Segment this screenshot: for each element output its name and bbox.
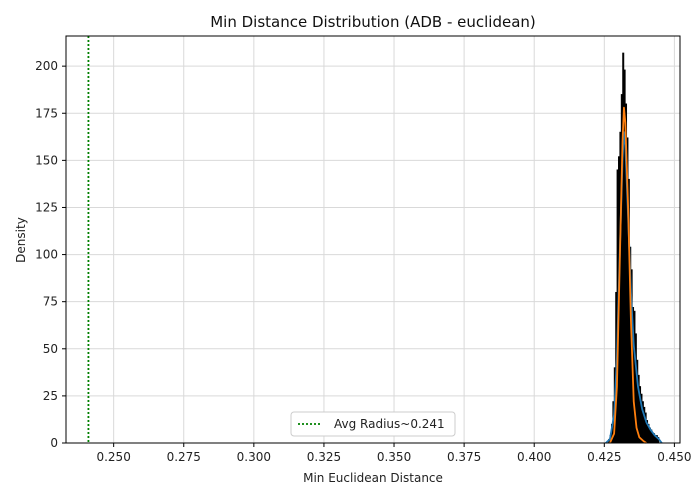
x-tick-label: 0.400 (517, 450, 551, 464)
y-ticks: 0 25 50 75 100 125 150 175 200 (35, 59, 66, 450)
x-tick-label: 0.450 (657, 450, 691, 464)
normal-fit-line (609, 106, 647, 444)
y-tick-label: 50 (43, 342, 58, 356)
x-tick-label: 0.250 (96, 450, 130, 464)
y-tick-label: 25 (43, 389, 58, 403)
y-tick-label: 150 (35, 153, 58, 167)
line-layer (605, 106, 663, 444)
legend: Avg Radius~0.241 (290, 411, 456, 437)
x-tick-label: 0.425 (587, 450, 621, 464)
y-tick-label: 75 (43, 295, 58, 309)
plot-frame (65, 35, 681, 444)
legend-label: Avg Radius~0.241 (334, 417, 445, 431)
y-tick-label: 200 (35, 59, 58, 73)
y-tick-label: 0 (50, 436, 58, 450)
x-tick-label: 0.300 (237, 450, 271, 464)
legend-box (290, 411, 456, 437)
x-tick-label: 0.275 (167, 450, 201, 464)
y-axis-label: Density (14, 217, 28, 263)
y-tick-label: 175 (35, 106, 58, 120)
x-tick-label: 0.350 (377, 450, 411, 464)
x-tick-label: 0.375 (447, 450, 481, 464)
x-tick-label: 0.325 (307, 450, 341, 464)
y-tick-label: 125 (35, 200, 58, 214)
x-ticks: 0.250 0.275 0.300 0.325 0.350 0.375 0.400 0.425… (96, 443, 692, 464)
chart-title: Min Distance Distribution (ADB - euclide… (210, 13, 536, 31)
x-axis-label: Min Euclidean Distance (303, 471, 443, 485)
y-tick-label: 100 (35, 248, 58, 262)
